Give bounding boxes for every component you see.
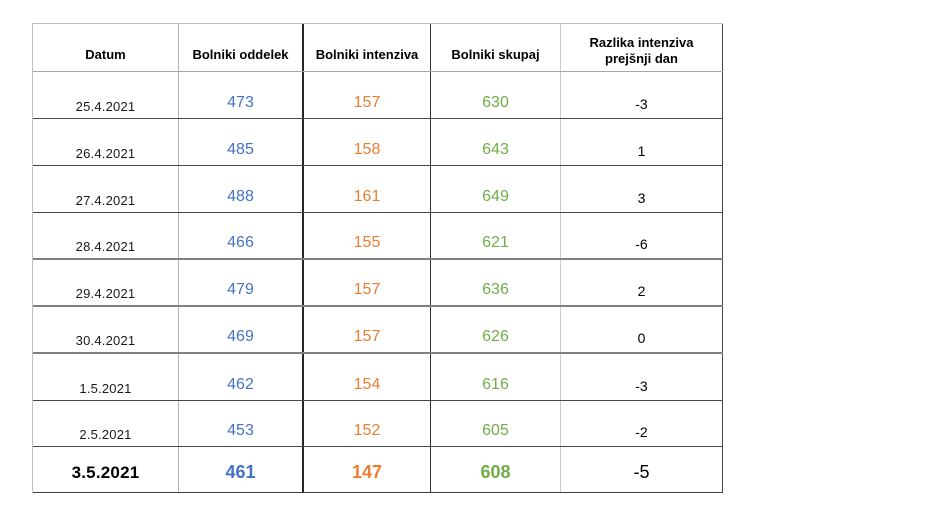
intenziva-cell: 157: [304, 72, 431, 118]
skupaj-cell: 643: [431, 119, 561, 165]
header-bolniki-oddelek: Bolniki oddelek: [179, 24, 304, 71]
intenziva-cell: 157: [304, 260, 431, 305]
date-cell: 30.4.2021: [33, 307, 179, 352]
intenziva-cell: 154: [304, 354, 431, 400]
skupaj-cell: 626: [431, 307, 561, 352]
oddelek-cell: 479: [179, 260, 304, 305]
oddelek-cell: 453: [179, 401, 304, 446]
table-row: 25.4.2021 473 157 630 -3: [33, 72, 723, 119]
header-razlika-line2: prejšnji dan: [605, 50, 678, 66]
oddelek-cell: 466: [179, 213, 304, 258]
oddelek-cell: 469: [179, 307, 304, 352]
table-row: 29.4.2021 479 157 636 2: [33, 260, 723, 307]
header-bolniki-skupaj: Bolniki skupaj: [431, 24, 561, 71]
skupaj-cell: 608: [431, 447, 561, 492]
date-cell: 28.4.2021: [33, 213, 179, 258]
table-row: 26.4.2021 485 158 643 1: [33, 119, 723, 166]
intenziva-cell: 152: [304, 401, 431, 446]
header-datum: Datum: [33, 24, 179, 71]
oddelek-cell: 462: [179, 354, 304, 400]
date-cell: 29.4.2021: [33, 260, 179, 305]
skupaj-cell: 605: [431, 401, 561, 446]
skupaj-cell: 649: [431, 166, 561, 212]
date-cell: 25.4.2021: [33, 72, 179, 118]
date-cell: 2.5.2021: [33, 401, 179, 446]
date-cell: 26.4.2021: [33, 119, 179, 165]
razlika-cell: -2: [561, 401, 723, 446]
razlika-cell: -5: [561, 447, 723, 492]
header-bolniki-intenziva: Bolniki intenziva: [304, 24, 431, 71]
intenziva-cell: 161: [304, 166, 431, 212]
header-razlika-lines: Razlika intenziva prejšnji dan: [589, 35, 693, 68]
razlika-cell: -3: [561, 72, 723, 118]
table-row: 1.5.2021 462 154 616 -3: [33, 354, 723, 401]
table-row: 27.4.2021 488 161 649 3: [33, 166, 723, 213]
skupaj-cell: 621: [431, 213, 561, 258]
table-header-row: Datum Bolniki oddelek Bolniki intenziva …: [33, 24, 723, 72]
skupaj-cell: 636: [431, 260, 561, 305]
oddelek-cell: 488: [179, 166, 304, 212]
oddelek-cell: 461: [179, 447, 304, 492]
table-row: 28.4.2021 466 155 621 -6: [33, 213, 723, 260]
skupaj-cell: 616: [431, 354, 561, 400]
date-cell: 1.5.2021: [33, 354, 179, 400]
intenziva-cell: 155: [304, 213, 431, 258]
intenziva-cell: 147: [304, 447, 431, 492]
skupaj-cell: 630: [431, 72, 561, 118]
header-razlika: Razlika intenziva prejšnji dan: [561, 24, 723, 71]
razlika-cell: 1: [561, 119, 723, 165]
razlika-cell: 2: [561, 260, 723, 305]
table-row: 30.4.2021 469 157 626 0: [33, 307, 723, 354]
table-row-latest: 3.5.2021 461 147 608 -5: [33, 447, 723, 493]
intenziva-cell: 157: [304, 307, 431, 352]
razlika-cell: 0: [561, 307, 723, 352]
date-cell: 27.4.2021: [33, 166, 179, 212]
razlika-cell: -3: [561, 354, 723, 400]
intenziva-cell: 158: [304, 119, 431, 165]
razlika-cell: 3: [561, 166, 723, 212]
oddelek-cell: 473: [179, 72, 304, 118]
patients-table: Datum Bolniki oddelek Bolniki intenziva …: [32, 23, 723, 493]
header-razlika-line1: Razlika intenziva: [589, 34, 694, 50]
razlika-cell: -6: [561, 213, 723, 258]
date-cell: 3.5.2021: [33, 447, 179, 492]
table-row: 2.5.2021 453 152 605 -2: [33, 401, 723, 447]
oddelek-cell: 485: [179, 119, 304, 165]
